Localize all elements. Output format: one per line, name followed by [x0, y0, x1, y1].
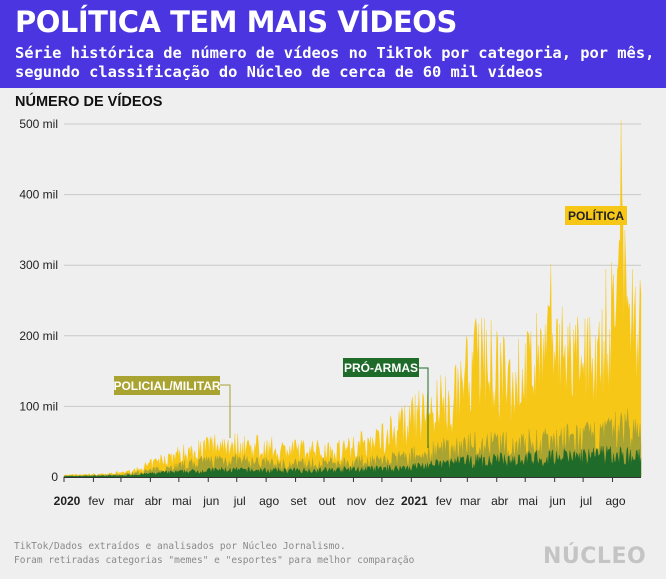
x-tick-label: 2021 — [401, 494, 428, 508]
chart-title: POLÍTICA TEM MAIS VÍDEOS — [15, 5, 457, 39]
annotation-pro-armas: PRÓ-ARMAS — [344, 360, 418, 375]
y-tick-label: 0 — [51, 470, 58, 484]
x-tick-label: jul — [579, 494, 592, 508]
y-tick-label: 100 mil — [19, 399, 58, 413]
y-tick-label: 200 mil — [19, 329, 58, 343]
y-axis-label: NÚMERO DE VÍDEOS — [15, 94, 163, 110]
x-tick-label: fev — [436, 494, 452, 508]
y-axis: 0 100 mil 200 mil 300 mil 400 mil 500 mil — [19, 117, 58, 484]
y-tick-label: 400 mil — [19, 188, 58, 202]
x-tick-label: dez — [375, 494, 394, 508]
x-tick-label: abr — [491, 494, 508, 508]
nucleo-logo: NÚCLEO — [543, 544, 647, 569]
x-tick-label: mai — [172, 494, 191, 508]
x-tick-label: ago — [606, 494, 626, 508]
footer-source: TikTok/Dados extraídos e analisados por … — [14, 540, 414, 568]
annotation-policial-militar-box — [114, 376, 220, 395]
footer-line-2: Foram retiradas categorias "memes" e "es… — [14, 555, 415, 566]
annotation-policial-militar: POLICIAL/MILITAR — [113, 379, 220, 393]
x-tick-label: fev — [88, 494, 104, 508]
series-area-politica — [63, 120, 642, 478]
annotation-pro-armas-box — [343, 358, 419, 377]
x-tick-label: jun — [202, 494, 219, 508]
x-axis: 2020 fev mar abr mai jun jul ago set out nov dez 202… — [54, 477, 641, 508]
stacked-area-chart: 0 100 mil 200 mil 300 mil 400 mil 500 mil POL… — [19, 117, 642, 508]
x-tick-label: 2020 — [54, 494, 81, 508]
x-tick-label: mar — [114, 494, 135, 508]
annotation-pro-armas-leader — [419, 367, 429, 448]
annotation-politica: POLÍTICA — [568, 208, 624, 223]
footer-line-1: TikTok/Dados extraídos e analisados por … — [14, 541, 346, 552]
annotations: POLÍTICA PRÓ-ARMAS POLICIAL/MILITAR — [113, 206, 627, 448]
chart-header: POLÍTICA TEM MAIS VÍDEOS Série histórica… — [0, 0, 666, 88]
x-tick-label: mai — [519, 494, 538, 508]
y-tick-label: 500 mil — [19, 117, 58, 131]
series-area-policial-militar — [63, 408, 642, 478]
annotation-politica-box — [565, 206, 627, 225]
series-area-pro-armas — [63, 445, 642, 478]
x-tick-label: mar — [460, 494, 481, 508]
x-tick-label: set — [291, 494, 308, 508]
y-tick-label: 300 mil — [19, 258, 58, 272]
x-tick-label: jul — [233, 494, 246, 508]
x-tick-label: nov — [347, 494, 366, 508]
x-tick-label: out — [319, 494, 336, 508]
x-tick-label: abr — [145, 494, 162, 508]
chart-subtitle: Série histórica de número de vídeos no T… — [15, 44, 655, 81]
x-tick-label: ago — [259, 494, 279, 508]
annotation-policial-leader — [220, 384, 231, 438]
series-areas — [63, 120, 642, 478]
x-tick-label: jun — [549, 494, 566, 508]
